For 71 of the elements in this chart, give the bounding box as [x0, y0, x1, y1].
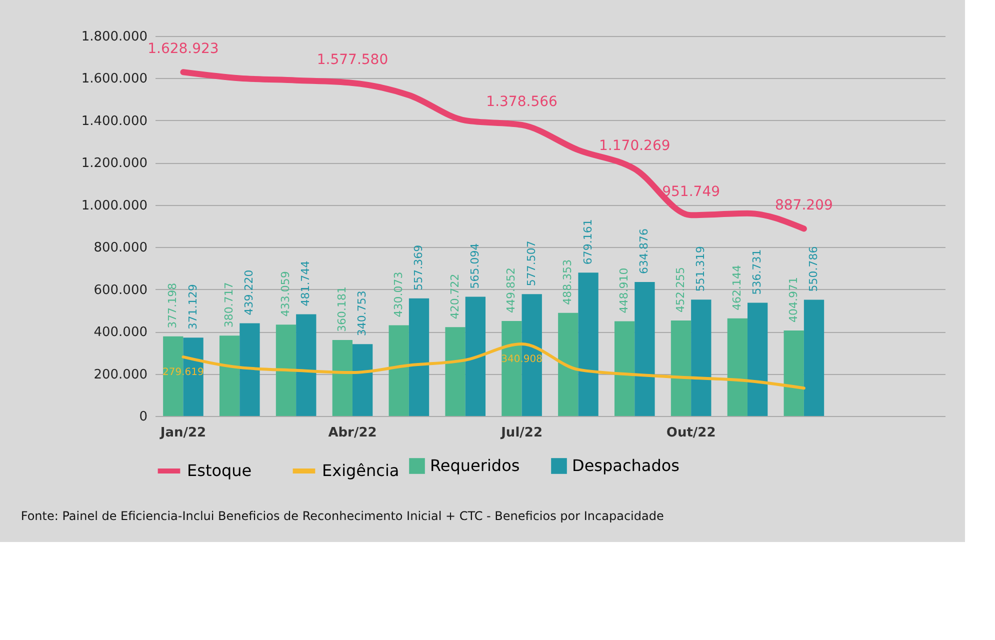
- y-tick-label: 200.000: [94, 367, 148, 382]
- bar: [804, 300, 824, 416]
- data-label: 679.161: [581, 219, 594, 265]
- y-tick-label: 1.600.000: [81, 72, 148, 87]
- bar: [558, 312, 578, 416]
- bar: [634, 282, 655, 416]
- data-label: 577.507: [524, 240, 538, 286]
- bar: [445, 327, 466, 416]
- data-label: 1.577.580: [316, 52, 388, 68]
- source-note: Fonte: Painel de Eficiencia-Inclui Beneficios de Reconhecimento Inicial + CTC - Beneficios por Incapacidade: [20, 509, 664, 523]
- data-label: 551.319: [694, 246, 708, 292]
- bar: [276, 324, 296, 416]
- bar: [784, 330, 804, 416]
- data-label: 340.753: [356, 290, 369, 336]
- data-label: 371.129: [186, 284, 200, 330]
- data-label: 377.198: [166, 282, 180, 328]
- y-tick-label: 600.000: [94, 282, 148, 298]
- bar: [219, 336, 240, 416]
- data-label: 452.255: [674, 267, 687, 313]
- data-label: 1.628.923: [148, 41, 219, 58]
- bar: [408, 298, 430, 416]
- legend-label: Exigência: [322, 461, 400, 480]
- bar: [691, 300, 712, 416]
- x-tick-label: Out/22: [666, 426, 716, 440]
- data-label: 279.619: [162, 366, 204, 378]
- data-label: 887.209: [774, 198, 833, 214]
- data-label: 360.181: [335, 286, 348, 332]
- x-tick-label: Abr/22: [328, 426, 377, 440]
- bar: [670, 320, 692, 416]
- data-label: 380.717: [222, 282, 236, 328]
- bar: [332, 340, 352, 416]
- bar: [465, 296, 486, 416]
- data-label: 462.144: [730, 264, 744, 310]
- data-label: 488.353: [561, 259, 574, 305]
- legend-label: Estoque: [187, 461, 252, 480]
- data-label: 951.749: [662, 184, 720, 200]
- data-label: 449.852: [504, 268, 518, 314]
- bar: [614, 321, 635, 416]
- data-label: 448.910: [618, 268, 631, 314]
- data-label: 634.876: [638, 228, 651, 274]
- bar: [388, 325, 409, 416]
- legend-label: Despachados: [572, 456, 680, 475]
- data-label: 420.722: [448, 274, 462, 320]
- data-label: 565.094: [468, 243, 482, 289]
- data-label: 550.786: [807, 246, 820, 292]
- data-label: 439.220: [242, 270, 256, 316]
- legend-label: Requeridos: [430, 456, 520, 475]
- x-tick-label: Jan/22: [159, 426, 206, 440]
- data-label: 340.908: [501, 354, 542, 366]
- data-label: 433.059: [278, 271, 292, 317]
- data-label: 1.378.566: [486, 94, 558, 110]
- bar: [296, 314, 316, 416]
- y-tick-label: 400.000: [94, 325, 148, 340]
- bar: [352, 344, 373, 416]
- data-label: 404.971: [786, 277, 800, 323]
- x-tick-label: Jul/22: [500, 426, 542, 440]
- y-tick-label: 1.400.000: [81, 114, 148, 129]
- bar: [240, 323, 260, 416]
- data-label: 536.731: [750, 249, 764, 295]
- data-label: 430.073: [392, 272, 405, 318]
- data-label: 1.170.269: [599, 138, 670, 154]
- y-tick-label: 1.200.000: [81, 156, 148, 172]
- bar: [748, 302, 768, 416]
- y-tick-label: 0: [139, 410, 148, 424]
- y-tick-label: 1.000.000: [81, 198, 148, 214]
- data-label: 481.744: [299, 260, 312, 306]
- data-label: 557.369: [412, 244, 426, 290]
- y-tick-label: 1.800.000: [81, 30, 148, 44]
- bar: [727, 318, 748, 416]
- y-tick-label: 800.000: [94, 240, 148, 256]
- bar: [578, 272, 598, 416]
